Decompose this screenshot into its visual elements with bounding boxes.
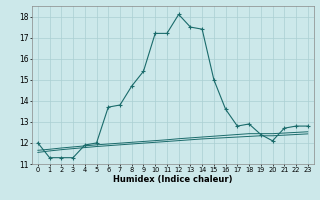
X-axis label: Humidex (Indice chaleur): Humidex (Indice chaleur): [113, 175, 233, 184]
